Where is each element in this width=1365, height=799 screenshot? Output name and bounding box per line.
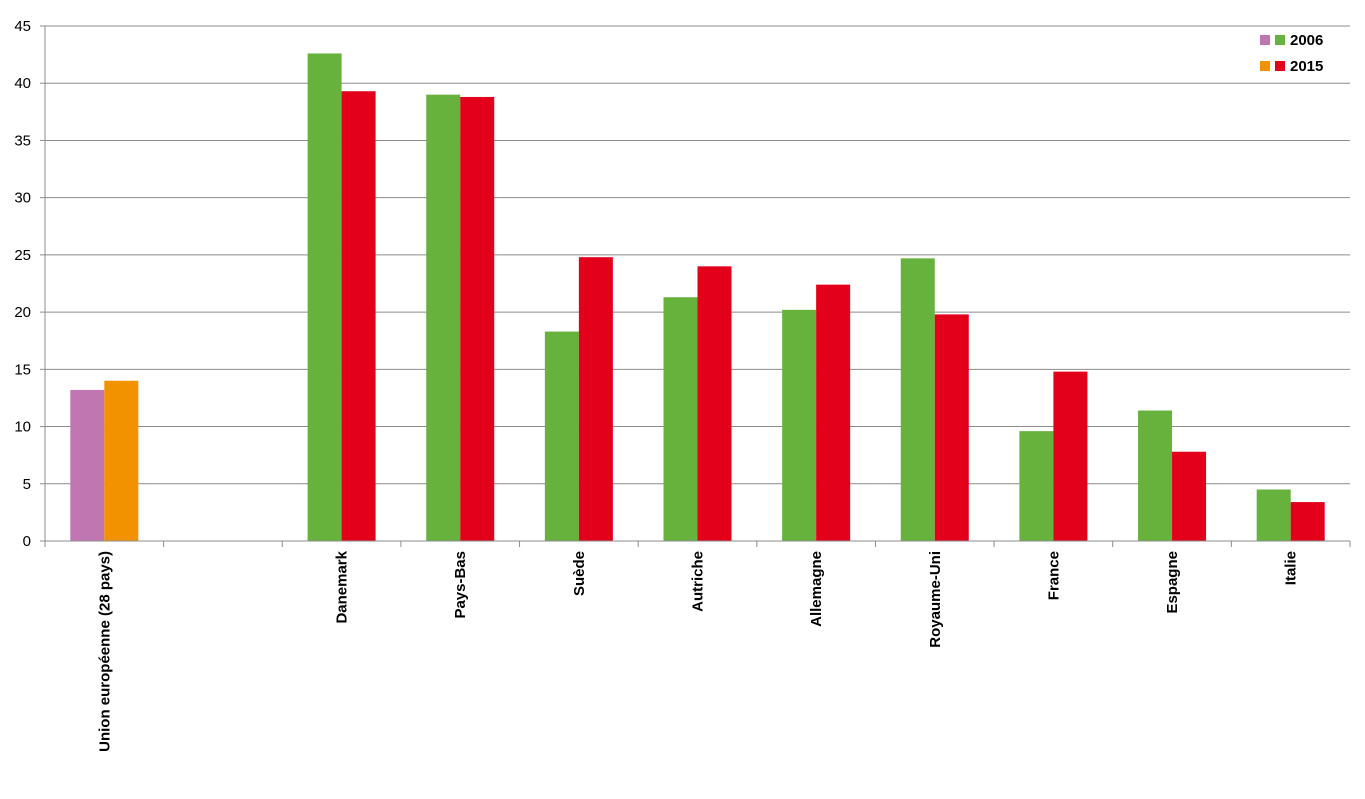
bar-2015-6 [697, 266, 732, 541]
bar-2015-4 [460, 96, 495, 541]
x-category-label: Allemagne [808, 551, 825, 627]
bar-2006-6 [663, 297, 698, 541]
legend-swatch [1275, 35, 1285, 45]
y-tick-label: 10 [14, 419, 31, 436]
bar-2006-4 [426, 94, 461, 542]
y-tick-label: 20 [14, 304, 31, 321]
x-category-label: Espagne [1164, 551, 1181, 614]
bar-2006-7 [782, 309, 817, 541]
y-tick-label: 5 [23, 476, 31, 493]
y-tick-label: 0 [23, 533, 31, 550]
x-category-label: Royaume-Uni [927, 551, 944, 648]
legend-swatch [1275, 61, 1285, 71]
y-tick-label: 35 [14, 132, 31, 149]
legend-swatch-highlight [1260, 61, 1270, 71]
y-tick-label: 40 [14, 75, 31, 92]
y-tick-label: 45 [14, 18, 31, 35]
bar-2015-8 [934, 314, 969, 541]
legend-label: 2006 [1290, 32, 1323, 49]
bar-2015-11 [1290, 502, 1325, 541]
y-tick-label: 30 [14, 190, 31, 207]
x-category-label: Suède [571, 551, 588, 596]
bars [70, 53, 1325, 542]
x-category-label: Danemark [334, 550, 351, 623]
bar-2015-10 [1172, 451, 1207, 541]
bar-2015-3 [341, 91, 376, 541]
bar-2015-5 [578, 257, 613, 541]
bar-2006-9 [1019, 431, 1054, 541]
bar-2006-8 [900, 258, 935, 541]
x-category-label: France [1045, 551, 1062, 600]
y-tick-label: 15 [14, 361, 31, 378]
bar-2015-1 [104, 380, 139, 541]
x-category-labels: Union européenne (28 pays) Danemark Pays-B… [96, 550, 1299, 752]
bar-2006-10 [1138, 410, 1173, 541]
x-category-label: Union européenne (28 pays) [96, 551, 113, 752]
y-tick-labels: 0 5 10 15 20 25 30 35 40 45 [14, 18, 31, 550]
legend: 2006 2015 [1260, 32, 1323, 75]
bar-2015-9 [1053, 371, 1088, 541]
gridlines [45, 25, 1350, 485]
bar-2006-1 [70, 389, 105, 541]
x-category-label: Italie [1283, 551, 1300, 585]
bar-2006-11 [1256, 489, 1291, 541]
bar-2006-3 [307, 53, 342, 541]
legend-label: 2015 [1290, 58, 1323, 75]
x-category-label: Autriche [690, 551, 707, 612]
axes [40, 25, 1351, 547]
legend-swatch-highlight [1260, 35, 1270, 45]
bar-2015-7 [816, 284, 851, 541]
x-category-label: Pays-Bas [452, 551, 469, 619]
bar-2006-5 [544, 331, 579, 541]
y-tick-label: 25 [14, 247, 31, 264]
